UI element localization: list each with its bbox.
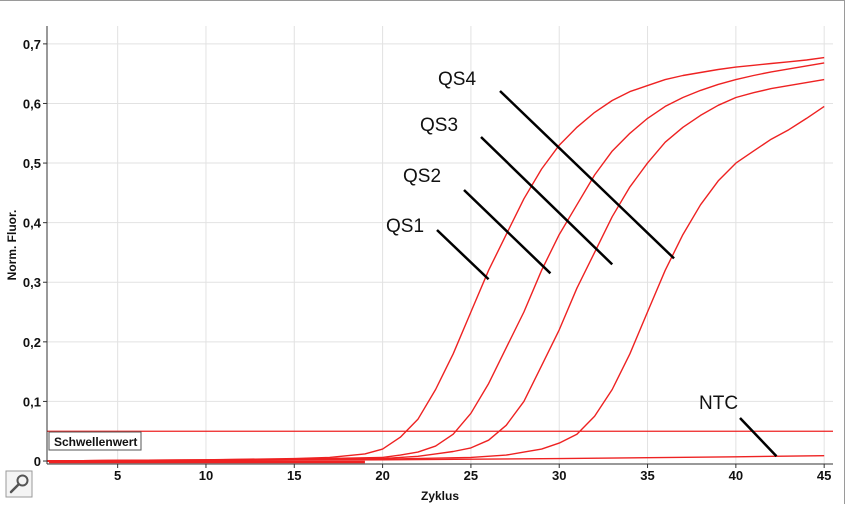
callout-line-qs4 xyxy=(499,90,675,260)
y-tick-label: 0,2 xyxy=(23,335,41,350)
y-tick-label: 0,3 xyxy=(23,275,41,290)
series-line-qs4 xyxy=(46,56,825,462)
y-axis-title: Norm. Fluor. xyxy=(5,210,19,281)
annotation-layer: QS4 QS3 QS2 QS1 NTC xyxy=(386,69,778,458)
y-tick-label: 0 xyxy=(34,454,41,469)
y-tick-label: 0,1 xyxy=(23,394,41,409)
series-line-qs3 xyxy=(46,62,825,462)
zoom-tool-button[interactable] xyxy=(5,470,33,498)
x-tick-label: 35 xyxy=(640,468,654,483)
x-tick-label: 15 xyxy=(287,468,301,483)
plot-area xyxy=(47,26,833,464)
callout-label-qs3: QS3 xyxy=(420,115,458,136)
x-tick-label: 45 xyxy=(817,468,831,483)
x-tick-label: 25 xyxy=(464,468,478,483)
callout-line-ntc xyxy=(739,417,778,458)
x-tick-label: 10 xyxy=(199,468,213,483)
callout-label-qs1: QS1 xyxy=(386,216,424,237)
x-axis-title: Zyklus xyxy=(421,489,459,503)
y-tick-label: 0,6 xyxy=(23,96,41,111)
threshold-label-background xyxy=(48,431,142,451)
x-tick-label: 5 xyxy=(114,468,121,483)
y-tick-label: 0,5 xyxy=(23,156,41,171)
threshold-label-box[interactable]: Schwellenwert xyxy=(48,431,142,451)
callout-line-qs2 xyxy=(463,189,552,275)
series-line-qs2 xyxy=(46,78,825,462)
x-tick-label: 30 xyxy=(552,468,566,483)
callout-label-ntc: NTC xyxy=(699,393,738,414)
y-tick-label: 0,7 xyxy=(23,37,41,52)
callout-line-qs1 xyxy=(436,229,490,281)
axis-layer: 5 10 15 20 25 30 35 40 45 0 0,1 0,2 0,3 0,4 0,5 0,6 0,7 xyxy=(23,26,833,483)
threshold-label: Schwellenwert xyxy=(54,435,137,449)
x-tick-label: 40 xyxy=(729,468,743,483)
grid-layer xyxy=(47,26,833,464)
series-line-ntc xyxy=(46,455,825,462)
callout-line-qs3 xyxy=(480,136,614,266)
callout-label-qs4: QS4 xyxy=(438,69,476,90)
y-tick-label: 0,4 xyxy=(23,216,42,231)
callout-label-qs2: QS2 xyxy=(403,166,441,187)
magnifier-icon xyxy=(9,474,29,494)
series-layer xyxy=(46,56,825,464)
x-tick-label: 20 xyxy=(375,468,389,483)
